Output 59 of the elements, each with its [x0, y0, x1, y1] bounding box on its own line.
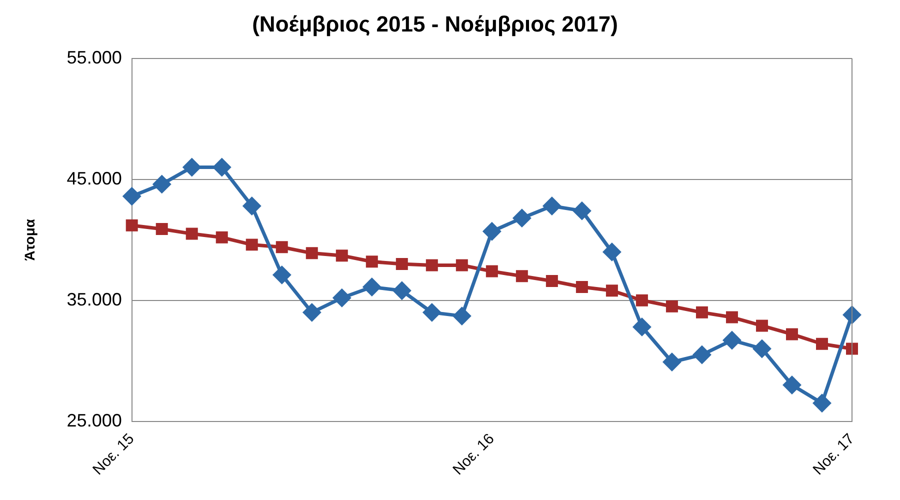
point [276, 241, 288, 254]
point [393, 282, 411, 300]
point [246, 238, 258, 251]
point [726, 311, 738, 324]
point [363, 278, 381, 296]
point [723, 332, 741, 349]
point [183, 158, 201, 176]
point [786, 328, 798, 340]
point [483, 222, 501, 240]
x-tick-label: Νοε. 16 [450, 430, 498, 478]
point [426, 259, 438, 272]
point [186, 228, 198, 240]
point [696, 306, 708, 318]
point [336, 250, 348, 262]
point [663, 353, 681, 371]
y-tick-label: 25.000 [66, 410, 122, 430]
point [303, 304, 321, 322]
point [813, 394, 831, 412]
point [306, 247, 318, 260]
point [576, 281, 588, 294]
point [573, 202, 591, 220]
point [513, 209, 531, 227]
point [693, 346, 711, 364]
y-tick-label: 35.000 [66, 289, 122, 310]
point [633, 318, 651, 336]
point [333, 289, 351, 307]
y-axis-title: Άτομα [21, 218, 38, 261]
point [273, 266, 291, 284]
point [846, 342, 858, 355]
point [603, 243, 621, 261]
chart-title: (Νοέμβριος 2015 - Νοέμβριος 2017) [252, 11, 618, 36]
point [423, 304, 441, 322]
point [753, 340, 771, 358]
point [366, 256, 378, 268]
y-tick-label: 55.000 [66, 47, 122, 68]
point [606, 284, 618, 297]
point [213, 158, 231, 176]
point [243, 197, 261, 215]
y-tick-label: 45.000 [66, 168, 122, 188]
point [216, 231, 228, 244]
point [516, 270, 528, 282]
point [543, 197, 561, 215]
point [636, 294, 648, 306]
point [546, 274, 558, 287]
point [816, 338, 828, 350]
point [756, 320, 768, 332]
point [396, 258, 408, 270]
point [126, 219, 138, 232]
point [783, 376, 801, 394]
point [453, 307, 471, 325]
point [456, 259, 468, 272]
point [843, 306, 861, 324]
point [156, 222, 168, 235]
point [666, 300, 678, 312]
point [153, 175, 171, 193]
x-tick-label: Νοε. 15 [90, 430, 138, 478]
point [486, 265, 498, 278]
x-tick-label: Νοε. 17 [810, 430, 858, 478]
point [123, 188, 141, 206]
